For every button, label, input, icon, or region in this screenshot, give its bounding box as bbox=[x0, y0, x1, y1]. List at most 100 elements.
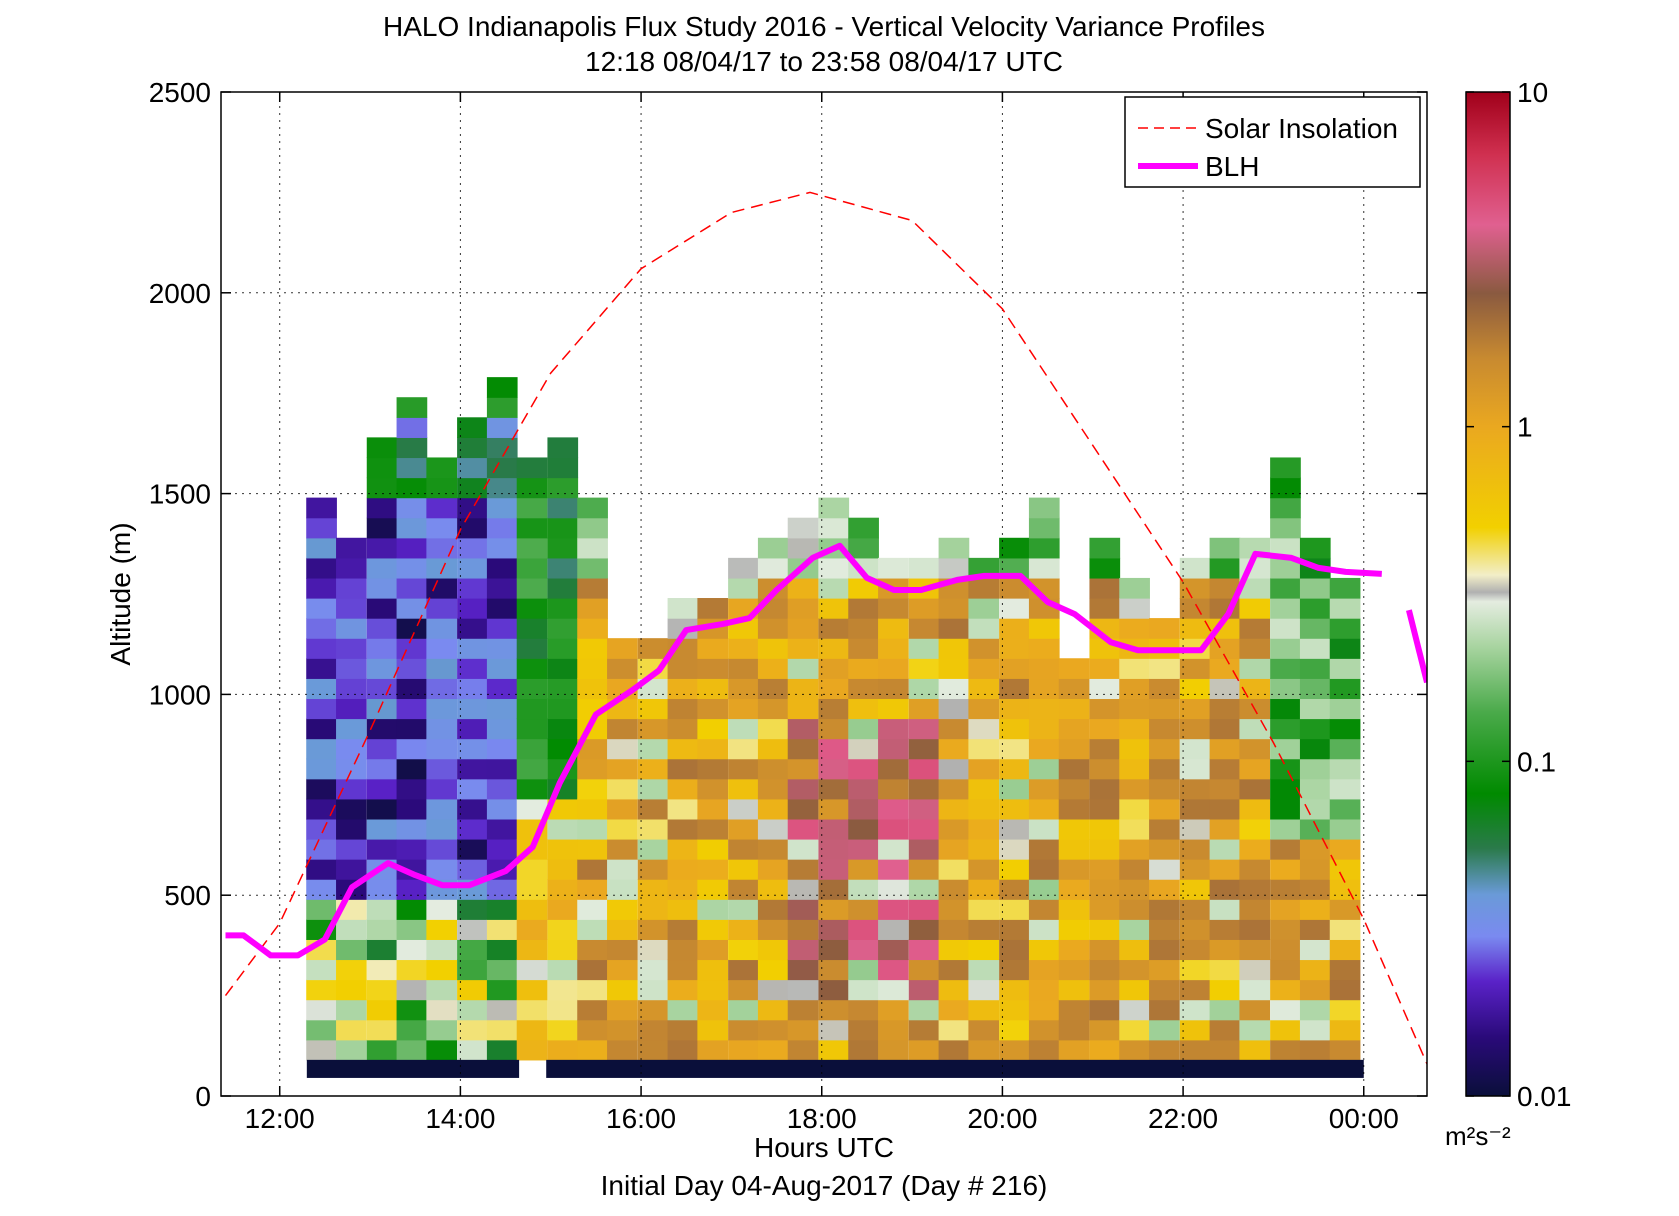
heatmap-cell bbox=[787, 698, 819, 720]
heatmap-cell bbox=[1270, 718, 1301, 740]
heatmap-cell bbox=[818, 899, 850, 920]
heatmap-cell bbox=[878, 939, 909, 961]
heatmap-cell bbox=[908, 959, 940, 981]
heatmap-cell bbox=[818, 517, 850, 539]
heatmap-cell bbox=[607, 1039, 638, 1061]
heatmap-cell bbox=[908, 658, 940, 679]
heatmap-cell bbox=[1119, 859, 1150, 880]
heatmap-cell bbox=[457, 1019, 488, 1041]
heatmap-cell bbox=[577, 859, 608, 880]
variance-heatmap bbox=[306, 377, 1361, 1061]
heatmap-cell bbox=[728, 778, 759, 800]
heatmap-cell bbox=[336, 1039, 367, 1061]
heatmap-cell bbox=[637, 638, 669, 659]
heatmap-cell bbox=[306, 658, 337, 679]
heatmap-cell bbox=[968, 979, 1000, 1001]
heatmap-cell bbox=[938, 718, 970, 740]
heatmap-cell bbox=[908, 778, 940, 800]
heatmap-cell bbox=[1028, 658, 1060, 679]
heatmap-cell bbox=[878, 557, 909, 579]
heatmap-cell bbox=[1149, 899, 1180, 920]
heatmap-cell bbox=[787, 598, 819, 619]
heatmap-cell bbox=[336, 959, 367, 981]
heatmap-cell bbox=[547, 899, 579, 920]
heatmap-cell bbox=[426, 517, 458, 539]
heatmap-cell bbox=[787, 638, 819, 659]
heatmap-cell bbox=[1119, 999, 1150, 1021]
heatmap-cell bbox=[1209, 899, 1241, 920]
heatmap-cell bbox=[486, 557, 518, 579]
heatmap-cell bbox=[547, 999, 579, 1021]
heatmap-cell bbox=[366, 457, 398, 479]
heatmap-cell bbox=[968, 678, 1000, 700]
heatmap-cell bbox=[1119, 959, 1150, 981]
heatmap-cell bbox=[999, 778, 1030, 800]
heatmap-cell bbox=[607, 798, 638, 820]
heatmap-cell bbox=[396, 577, 428, 599]
heatmap-cell bbox=[396, 658, 428, 679]
heatmap-cell bbox=[366, 838, 398, 860]
heatmap-cell bbox=[818, 678, 850, 700]
heatmap-cell bbox=[1028, 698, 1060, 720]
heatmap-cell bbox=[1179, 577, 1211, 599]
heatmap-cell bbox=[637, 758, 669, 780]
heatmap-cell bbox=[547, 879, 579, 900]
heatmap-cell bbox=[577, 939, 608, 961]
heatmap-cell bbox=[336, 718, 367, 740]
heatmap-cell bbox=[426, 979, 458, 1001]
heatmap-cell bbox=[1179, 939, 1211, 961]
heatmap-cell bbox=[577, 838, 608, 860]
heatmap-cell bbox=[787, 838, 819, 860]
heatmap-cell bbox=[306, 517, 337, 539]
heatmap-cell bbox=[908, 979, 940, 1001]
heatmap-cell bbox=[486, 939, 518, 961]
heatmap-cell bbox=[1028, 838, 1060, 860]
heatmap-cell bbox=[426, 1039, 458, 1061]
heatmap-cell bbox=[396, 497, 428, 519]
heatmap-cell bbox=[1239, 798, 1271, 820]
heatmap-cell bbox=[547, 1039, 579, 1061]
heatmap-cell bbox=[366, 718, 398, 740]
heatmap-cell bbox=[396, 417, 428, 438]
heatmap-cell bbox=[848, 999, 879, 1021]
heatmap-cell bbox=[1089, 718, 1121, 740]
blh-line bbox=[225, 542, 1382, 959]
heatmap-cell bbox=[1209, 999, 1241, 1021]
heatmap-cell bbox=[607, 758, 638, 780]
heatmap-cell bbox=[1299, 879, 1331, 900]
heatmap-cell bbox=[306, 638, 337, 659]
heatmap-cell bbox=[938, 638, 970, 659]
heatmap-cell bbox=[457, 638, 488, 659]
heatmap-cell bbox=[938, 838, 970, 860]
heatmap-cell bbox=[1329, 678, 1361, 700]
heatmap-cell bbox=[999, 979, 1030, 1001]
heatmap-cell bbox=[577, 1019, 608, 1041]
heatmap-cell bbox=[1329, 1019, 1361, 1041]
heatmap-cell bbox=[1119, 658, 1150, 679]
heatmap-cell bbox=[787, 658, 819, 679]
heatmap-cell bbox=[547, 638, 579, 659]
heatmap-cell bbox=[516, 638, 548, 659]
heatmap-cell bbox=[457, 658, 488, 679]
heatmap-cell bbox=[878, 919, 909, 940]
heatmap-cell bbox=[968, 1039, 1000, 1061]
heatmap-cell bbox=[426, 859, 458, 880]
heatmap-cell bbox=[426, 959, 458, 981]
heatmap-cell bbox=[1028, 497, 1060, 519]
heatmap-cell bbox=[787, 738, 819, 760]
heatmap-cell bbox=[1028, 678, 1060, 700]
heatmap-cell bbox=[336, 577, 367, 599]
blh-line-segment-2 bbox=[1405, 609, 1427, 684]
heatmap-cell bbox=[1239, 879, 1271, 900]
heatmap-cell bbox=[757, 939, 789, 961]
heatmap-cell bbox=[366, 477, 398, 499]
heatmap-cell bbox=[1179, 899, 1211, 920]
heatmap-cell bbox=[577, 899, 608, 920]
heatmap-cell bbox=[336, 638, 367, 659]
heatmap-cell bbox=[486, 999, 518, 1021]
heatmap-cell bbox=[818, 979, 850, 1001]
heatmap-cell bbox=[457, 859, 488, 880]
heatmap-cell bbox=[577, 618, 608, 639]
heatmap-cell bbox=[1270, 919, 1301, 940]
